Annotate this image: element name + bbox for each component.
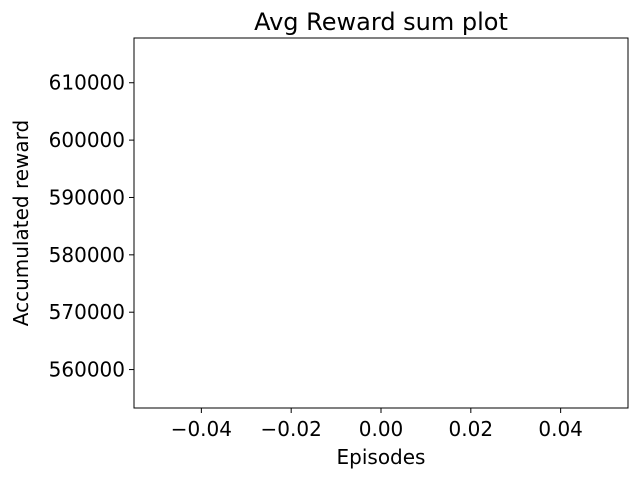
y-tick-label: 580000	[49, 243, 125, 267]
plot-area	[133, 37, 629, 409]
x-tick-label: 0.02	[449, 417, 494, 441]
x-tick-label: −0.02	[261, 417, 322, 441]
x-tick-label: −0.04	[171, 417, 232, 441]
x-axis-ticks: −0.04 −0.02 0.00 0.02 0.04	[171, 408, 583, 441]
y-tick-label: 560000	[49, 358, 125, 382]
y-tick-label: 610000	[49, 71, 125, 95]
chart-title: Avg Reward sum plot	[254, 8, 508, 36]
y-tick-label: 570000	[49, 300, 125, 324]
y-tick-label: 590000	[49, 185, 125, 209]
y-tick-label: 600000	[49, 128, 125, 152]
y-axis-ticks: 560000 570000 580000 590000 600000 610000	[49, 71, 134, 382]
x-tick-label: 0.04	[538, 417, 583, 441]
x-tick-label: 0.00	[359, 417, 404, 441]
x-axis-label: Episodes	[337, 445, 426, 469]
y-axis-label: Accumulated reward	[9, 120, 33, 326]
